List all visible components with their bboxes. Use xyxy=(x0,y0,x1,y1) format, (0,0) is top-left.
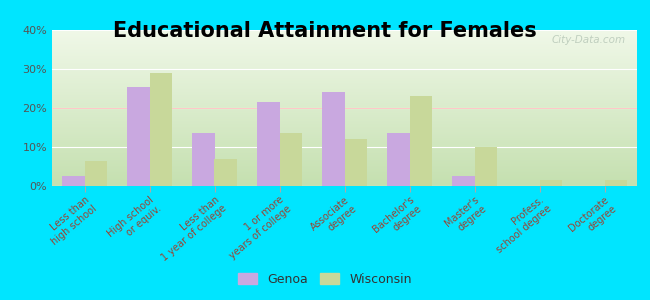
Text: Educational Attainment for Females: Educational Attainment for Females xyxy=(113,21,537,41)
Legend: Genoa, Wisconsin: Genoa, Wisconsin xyxy=(233,268,417,291)
Bar xyxy=(150,73,172,186)
Bar xyxy=(280,133,302,186)
Bar xyxy=(192,133,215,186)
Bar xyxy=(452,176,474,186)
Bar xyxy=(474,147,497,186)
Text: City-Data.com: City-Data.com xyxy=(551,35,625,45)
Bar xyxy=(214,159,237,186)
Bar xyxy=(410,96,432,186)
Bar xyxy=(604,180,627,186)
Bar xyxy=(62,176,84,186)
Bar xyxy=(84,161,107,186)
Bar xyxy=(257,102,280,186)
Bar xyxy=(344,139,367,186)
Bar xyxy=(540,180,562,186)
Bar xyxy=(387,133,410,186)
Bar xyxy=(127,86,150,186)
Bar xyxy=(322,92,344,186)
